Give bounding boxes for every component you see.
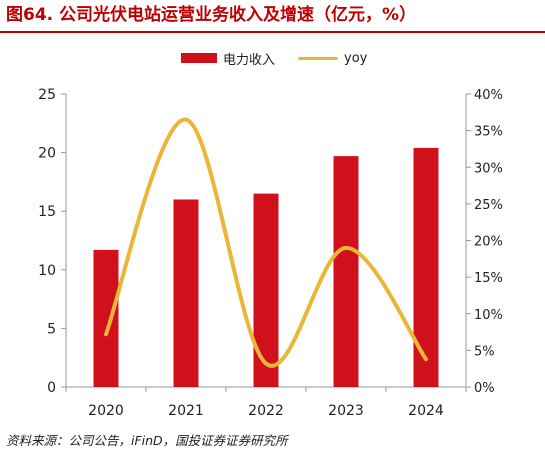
y-left-tick-label: 15 <box>38 204 56 220</box>
y-right-tick-label: 20% <box>474 235 503 250</box>
y-right-tick-label: 25% <box>474 198 503 213</box>
legend-item-revenue: 电力收入 <box>181 46 275 70</box>
bar-revenue <box>413 147 439 387</box>
chart-title: 图64. 公司光伏电站运营业务收入及增速（亿元，%） <box>6 5 417 25</box>
y-right-tick-label: 0% <box>474 381 495 396</box>
y-left-tick-label: 10 <box>38 263 56 279</box>
x-tick-label: 2024 <box>408 403 444 419</box>
legend-label-revenue: 电力收入 <box>223 52 276 68</box>
bar-revenue <box>253 193 279 387</box>
y-right-tick-label: 30% <box>474 161 503 176</box>
bar-revenue <box>333 156 359 387</box>
y-right-tick-label: 5% <box>474 344 495 359</box>
line-yoy <box>104 117 428 368</box>
x-tick-label: 2023 <box>328 403 364 419</box>
y-left-tick-label: 25 <box>38 87 56 103</box>
bar-revenue <box>93 249 119 387</box>
x-tick-label: 2022 <box>248 403 284 419</box>
legend-label-yoy: yoy <box>344 50 368 66</box>
y-right-tick-label: 15% <box>474 271 503 286</box>
y-left-tick-label: 0 <box>47 380 56 396</box>
legend-swatch-bar <box>181 53 217 63</box>
y-left-tick-label: 20 <box>38 146 56 162</box>
source-note: 资料来源：公司公告，iFinD，国投证券证券研究所 <box>6 433 288 448</box>
x-tick-label: 2020 <box>88 403 124 419</box>
legend-swatch-line <box>298 56 338 60</box>
y-right-tick-label: 40% <box>474 88 503 103</box>
bar-revenue <box>173 199 199 387</box>
chart-legend: 电力收入 yoy <box>0 46 545 70</box>
y-right-tick-label: 35% <box>474 125 503 140</box>
title-divider <box>0 31 545 33</box>
y-left-tick-label: 5 <box>47 321 56 337</box>
x-tick-label: 2021 <box>168 403 204 419</box>
y-right-tick-label: 10% <box>474 308 503 323</box>
legend-item-yoy: yoy <box>298 46 367 70</box>
